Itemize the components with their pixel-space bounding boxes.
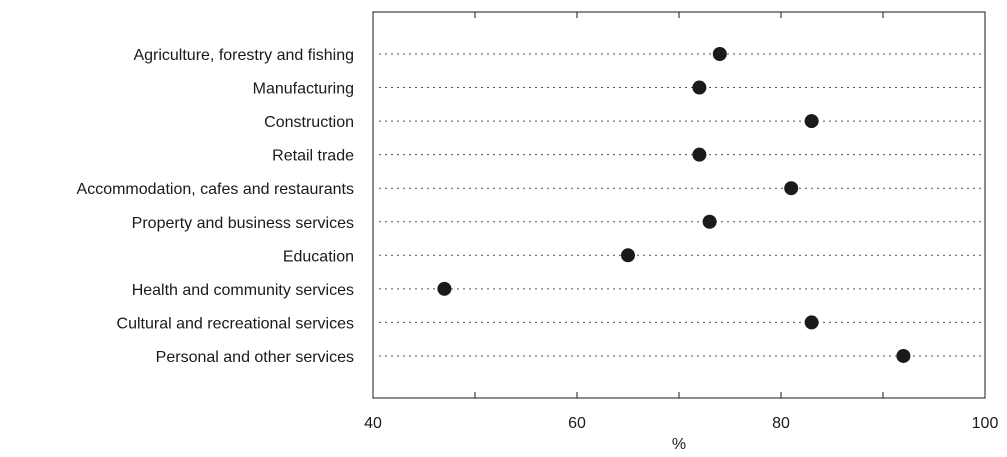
plot-frame [372,11,986,399]
category-label: Cultural and recreational services [117,315,354,332]
data-point [437,281,452,296]
top-axis-ticks [372,12,986,18]
category-grid-lines [379,53,983,357]
x-tick-label: 40 [364,415,382,432]
data-point [712,47,727,61]
category-label: Manufacturing [253,81,354,98]
category-label: Education [283,248,354,265]
category-label: Construction [264,114,354,131]
category-label: Retail trade [272,148,354,165]
category-labels: Agriculture, forestry and fishing Manufac… [77,47,355,366]
category-label: Property and business services [132,215,354,232]
data-point [784,181,799,196]
data-point [896,348,911,363]
category-label: Health and community services [132,282,354,299]
x-tick-label: 80 [772,415,790,432]
category-label: Agriculture, forestry and fishing [133,47,354,64]
data-point [621,248,635,263]
category-label: Accommodation, cafes and restaurants [77,181,354,198]
category-label: Personal and other services [156,349,354,366]
data-point [692,147,707,162]
x-tick-label: 60 [568,415,586,432]
x-tick-label: 100 [972,415,999,432]
x-axis-tick-labels: 40 60 80 100 [364,415,998,432]
data-point [804,114,819,129]
data-points [437,47,911,363]
data-point [692,80,707,95]
x-axis-ticks [372,392,986,398]
x-axis-title: % [672,436,686,453]
data-point [804,315,819,330]
data-point [702,214,717,229]
